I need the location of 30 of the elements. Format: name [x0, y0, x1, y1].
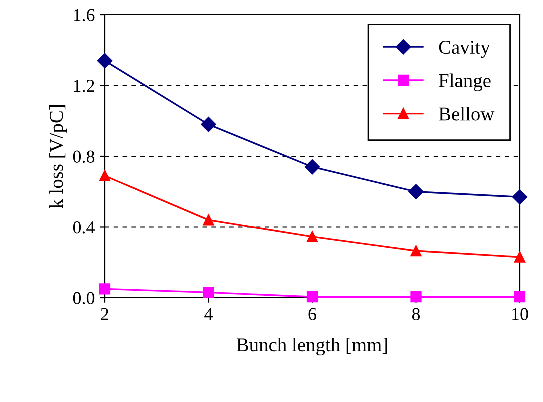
y-tick-label: 0.4 — [73, 222, 95, 234]
point — [203, 287, 214, 298]
point — [203, 214, 214, 226]
point — [99, 170, 111, 182]
point — [410, 246, 422, 257]
point — [306, 292, 318, 303]
legend-label: Cavity — [439, 41, 490, 58]
x-tick-label: 8 — [412, 308, 420, 320]
point — [306, 231, 318, 243]
x-axis-title: Bunch length [mm] — [236, 338, 388, 356]
x-tick-label: 4 — [204, 308, 213, 320]
point — [408, 184, 424, 200]
point — [514, 252, 526, 263]
y-tick-label: 1.2 — [74, 80, 94, 92]
point — [304, 160, 320, 175]
x-tick-label: 6 — [308, 308, 316, 320]
legend-label: Bellow — [439, 107, 495, 121]
point — [97, 53, 113, 69]
y-axis-title: k loss [V/pC] — [50, 106, 68, 209]
x-tick-label: 10 — [512, 308, 528, 320]
point — [201, 117, 216, 132]
point — [410, 292, 422, 303]
x-tick-label: 2 — [101, 308, 109, 320]
point — [99, 284, 111, 295]
legend-label: Flange — [439, 74, 491, 92]
point — [512, 190, 528, 205]
point — [514, 292, 526, 303]
y-tick-label: 0.8 — [73, 150, 95, 164]
y-tick-label: 1.6 — [74, 9, 95, 22]
y-tick-label: 0.0 — [73, 292, 95, 305]
